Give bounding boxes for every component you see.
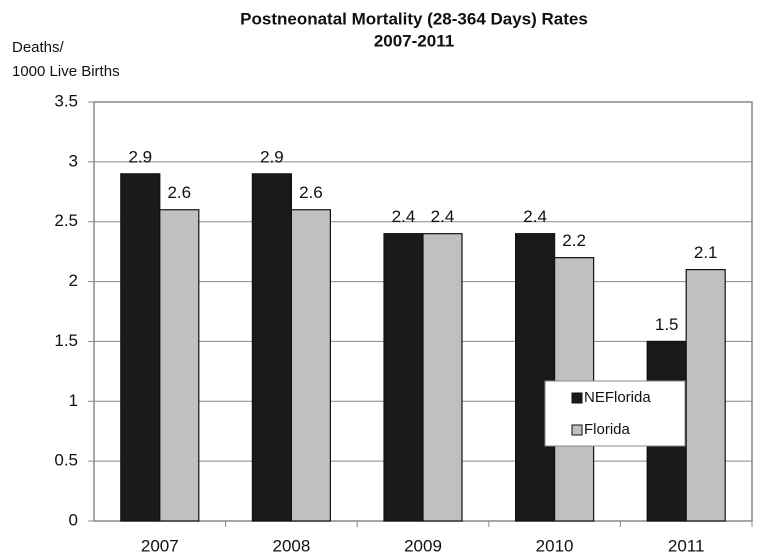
data-label: 2.6 <box>299 183 323 202</box>
bar <box>685 269 726 522</box>
bar <box>290 209 331 522</box>
data-label: 2.1 <box>694 243 718 262</box>
bar <box>120 173 161 522</box>
legend-box <box>544 380 686 447</box>
bar <box>251 173 292 522</box>
bar <box>514 233 556 522</box>
y-tick-label: 3 <box>69 151 78 170</box>
legend-swatch <box>571 392 583 404</box>
x-tick-label: 2007 <box>141 536 179 555</box>
bar <box>422 233 463 522</box>
y-tick-label: 0.5 <box>54 451 78 470</box>
y-tick-label: 1 <box>69 391 78 410</box>
bar <box>159 209 200 522</box>
data-label: 2.4 <box>431 207 455 226</box>
data-label: 2.9 <box>128 147 152 166</box>
y-tick-label: 1.5 <box>54 331 78 350</box>
y-tick-label: 2 <box>69 271 78 290</box>
data-label: 2.4 <box>523 207 547 226</box>
data-label: 2.6 <box>167 183 191 202</box>
data-label: 2.4 <box>392 207 416 226</box>
bar <box>383 233 424 522</box>
data-label: 1.5 <box>655 315 679 334</box>
legend-swatch <box>571 424 583 436</box>
y-axis-label: 1000 Live Births <box>12 63 120 80</box>
data-label: 2.9 <box>260 147 284 166</box>
y-tick-label: 0 <box>69 510 78 529</box>
x-tick-label: 2008 <box>272 536 310 555</box>
legend-label: NEFlorida <box>584 389 651 406</box>
chart-title: Postneonatal Mortality (28-364 Days) Rat… <box>240 9 588 28</box>
x-tick-label: 2009 <box>404 536 442 555</box>
x-tick-label: 2011 <box>668 536 705 555</box>
y-tick-label: 2.5 <box>54 211 78 230</box>
x-tick-label: 2010 <box>536 536 574 555</box>
y-axis-label: Deaths/ <box>12 39 65 56</box>
chart-subtitle: 2007-2011 <box>374 31 454 50</box>
y-tick-label: 3.5 <box>54 91 78 110</box>
legend-label: Florida <box>584 421 631 438</box>
data-label: 2.2 <box>562 231 586 250</box>
